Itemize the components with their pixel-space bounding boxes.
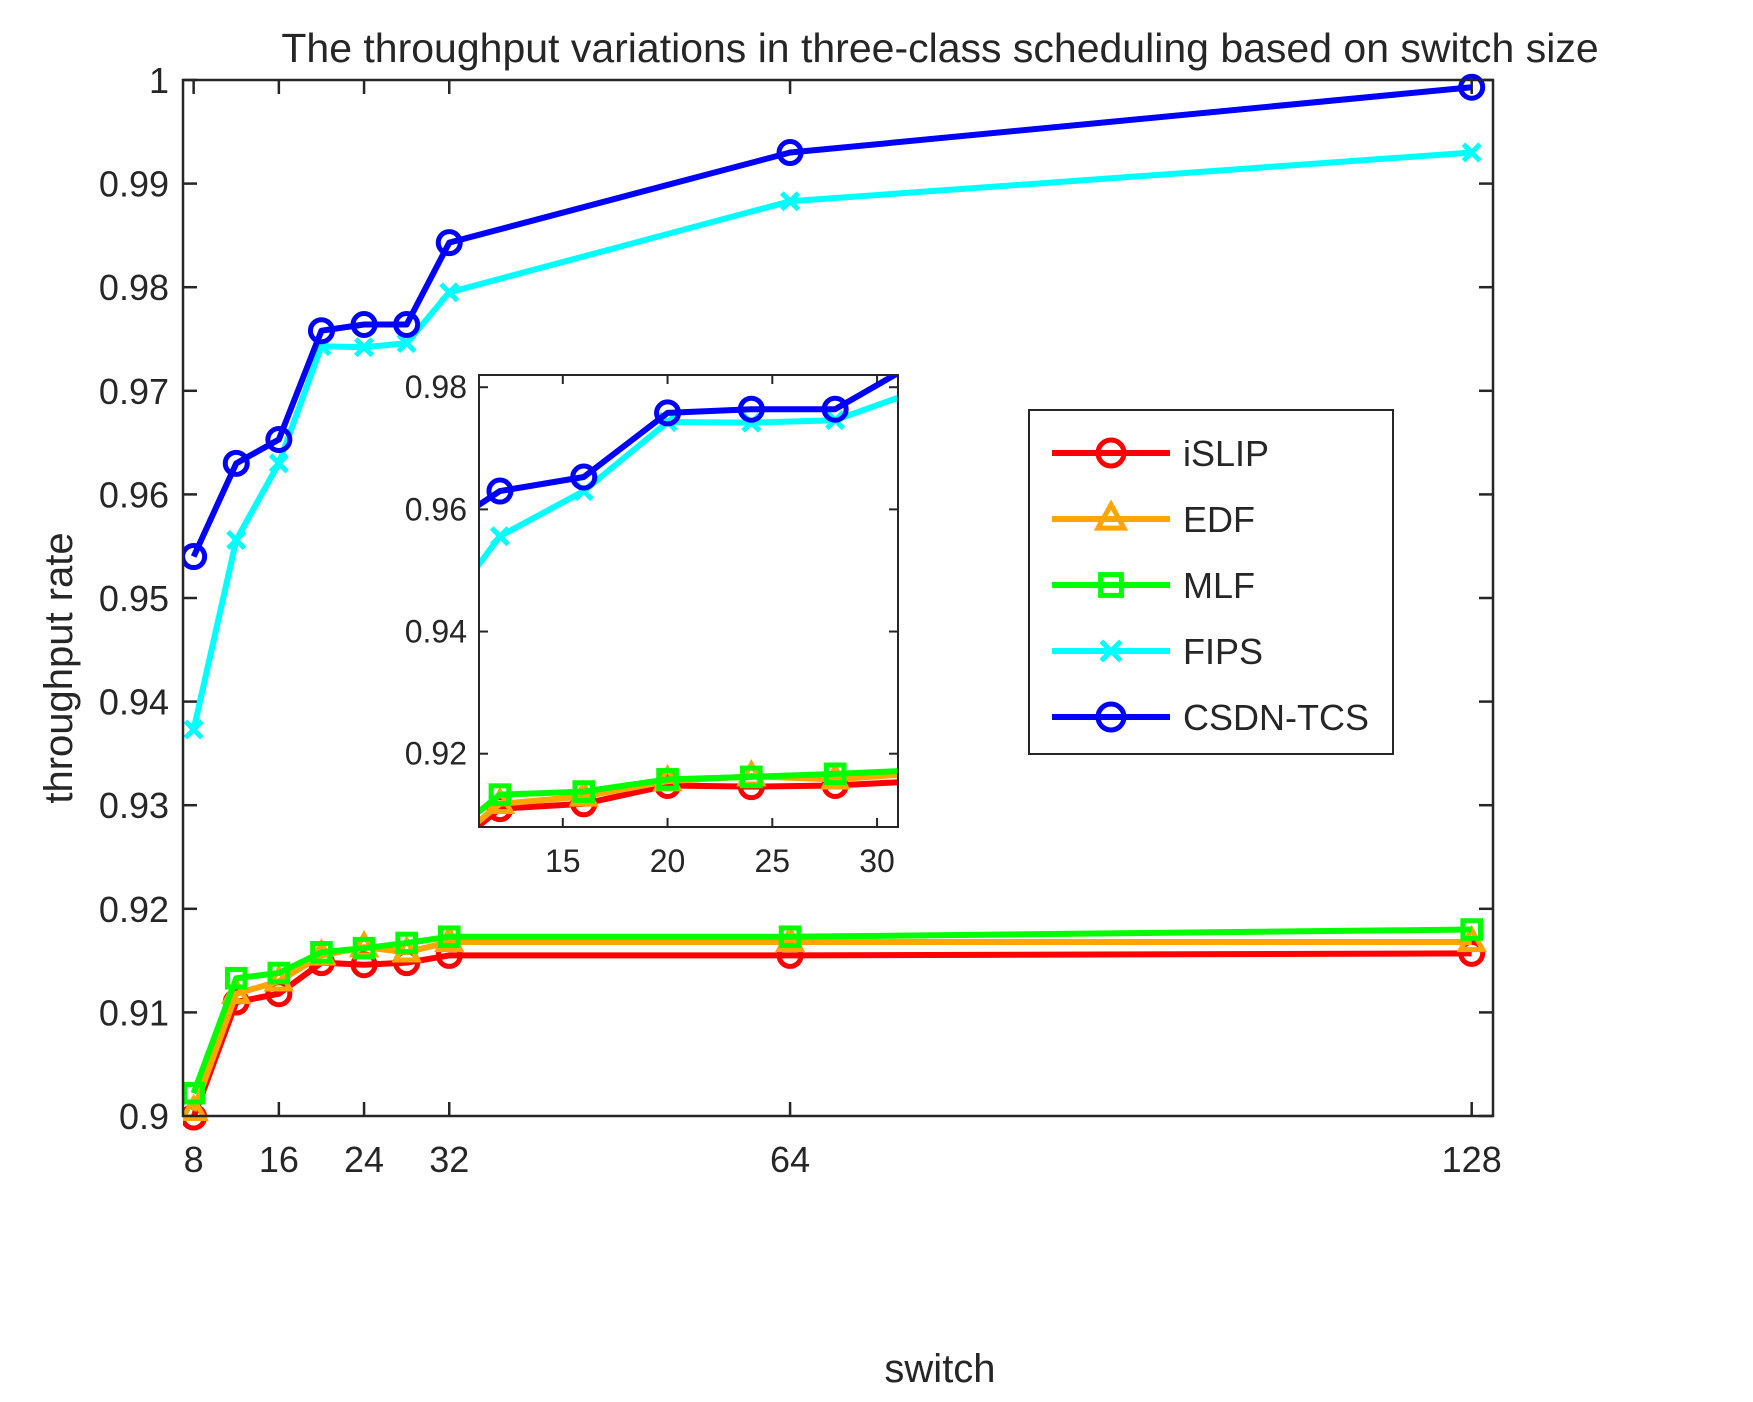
data-point — [267, 961, 291, 985]
series-mlf — [183, 918, 1483, 1105]
inset-plot-area — [479, 375, 898, 827]
legend-marker — [1093, 499, 1129, 531]
series-line — [190, 84, 1472, 558]
inset-y-tick-label: 0.98 — [405, 369, 467, 405]
series-fips — [183, 142, 1482, 740]
x-tick-label: 64 — [770, 1139, 810, 1180]
inset-data-point — [488, 783, 512, 806]
y-tick-label: 0.91 — [99, 992, 169, 1033]
legend-item-edf: EDF — [1052, 499, 1255, 540]
y-tick-label: 0.97 — [99, 371, 169, 412]
data-point — [222, 449, 250, 477]
inset-x-tick-label: 30 — [859, 843, 895, 879]
legend: iSLIP EDF MLF FIPS CSDN-TCS — [1028, 409, 1394, 755]
inset-axes-frame — [478, 374, 899, 828]
inset-data-point — [740, 765, 763, 789]
inset-data-point — [570, 463, 598, 491]
y-axis-label: throughput rate — [37, 532, 81, 803]
legend-label: FIPS — [1183, 631, 1263, 672]
data-point — [354, 337, 375, 358]
data-point — [435, 229, 463, 257]
x-tick-label: 16 — [259, 1139, 299, 1180]
data-point — [437, 925, 461, 949]
legend-item-islip: iSLIP — [1052, 433, 1269, 474]
inset-data-point — [823, 762, 847, 786]
legend-marker — [1098, 572, 1124, 598]
inset-series-line — [479, 375, 898, 509]
data-point — [183, 543, 208, 571]
inset-data-point — [486, 477, 514, 505]
inset-data-point — [489, 526, 510, 547]
y-tick-label: 0.9 — [119, 1096, 169, 1137]
data-point — [263, 964, 295, 992]
data-point — [183, 1093, 209, 1122]
legend-label: iSLIP — [1183, 433, 1269, 474]
data-point — [439, 282, 460, 303]
inset-x-tick-label: 15 — [545, 843, 581, 879]
data-point — [396, 333, 417, 354]
data-point — [183, 719, 204, 740]
inset-x-tick-label: 20 — [650, 843, 686, 879]
x-tick-label: 24 — [344, 1139, 384, 1180]
legend-label: CSDN-TCS — [1183, 697, 1369, 738]
inset-y-tick-label: 0.96 — [405, 491, 467, 527]
data-point — [265, 425, 293, 453]
x-tick-label: 8 — [184, 1139, 204, 1180]
inset-x-tick-label: 25 — [755, 843, 791, 879]
inset-data-point — [819, 762, 851, 790]
data-point — [778, 925, 802, 949]
inset-data-point — [737, 395, 765, 423]
main-axes-frame — [181, 78, 1495, 1118]
y-tick-label: 0.95 — [99, 578, 169, 619]
data-point — [350, 310, 378, 338]
inset-series-csdn-tcs — [479, 375, 898, 509]
legend-marker — [1095, 701, 1127, 733]
legend-marker — [1095, 437, 1127, 469]
inset-y-tick-label: 0.94 — [405, 614, 467, 650]
data-point — [307, 317, 335, 345]
inset-data-point — [821, 395, 849, 423]
inset-series-line — [479, 768, 898, 816]
legend-label: MLF — [1183, 565, 1255, 606]
inset-data-point — [654, 399, 682, 427]
legend-item-csdn-tcs: CSDN-TCS — [1052, 697, 1369, 738]
data-point — [310, 941, 333, 964]
inset-data-point — [572, 780, 596, 803]
data-point — [1458, 73, 1486, 101]
legend-item-fips: FIPS — [1052, 631, 1263, 672]
inset-y-tick-label: 0.92 — [405, 736, 467, 772]
data-point — [1460, 918, 1483, 941]
data-point — [776, 139, 804, 167]
chart-title: The throughput variations in three-class… — [281, 25, 1598, 71]
inset-series-mlf — [479, 762, 898, 816]
data-point — [183, 1081, 205, 1105]
x-tick-label: 128 — [1442, 1139, 1502, 1180]
series-line — [190, 926, 1472, 1095]
inset-data-point — [656, 768, 679, 791]
x-tick-label: 32 — [429, 1139, 469, 1180]
data-point — [395, 931, 418, 955]
legend-label: EDF — [1183, 499, 1255, 540]
inset-zoom-axes: 0.92 0.94 0.96 0.98 15 20 25 30 — [405, 369, 899, 879]
y-tick-label: 0.96 — [99, 474, 169, 515]
data-point — [1461, 142, 1482, 163]
data-point — [393, 310, 421, 338]
data-point — [226, 529, 247, 551]
x-axis-label: switch — [884, 1347, 995, 1391]
y-tick-label: 0.92 — [99, 889, 169, 930]
data-point — [224, 966, 248, 990]
data-point — [780, 191, 801, 212]
data-point — [268, 453, 289, 474]
y-tick-label: 0.93 — [99, 785, 169, 826]
y-tick-label: 1 — [149, 60, 169, 101]
legend-marker — [1099, 639, 1123, 663]
y-tick-label: 0.94 — [99, 682, 169, 723]
y-tick-label: 0.99 — [99, 164, 169, 205]
y-tick-label: 0.98 — [99, 267, 169, 308]
series-csdn-tcs — [183, 73, 1486, 571]
data-point — [352, 936, 376, 960]
legend-item-mlf: MLF — [1052, 565, 1255, 606]
series-line — [190, 950, 1472, 1119]
